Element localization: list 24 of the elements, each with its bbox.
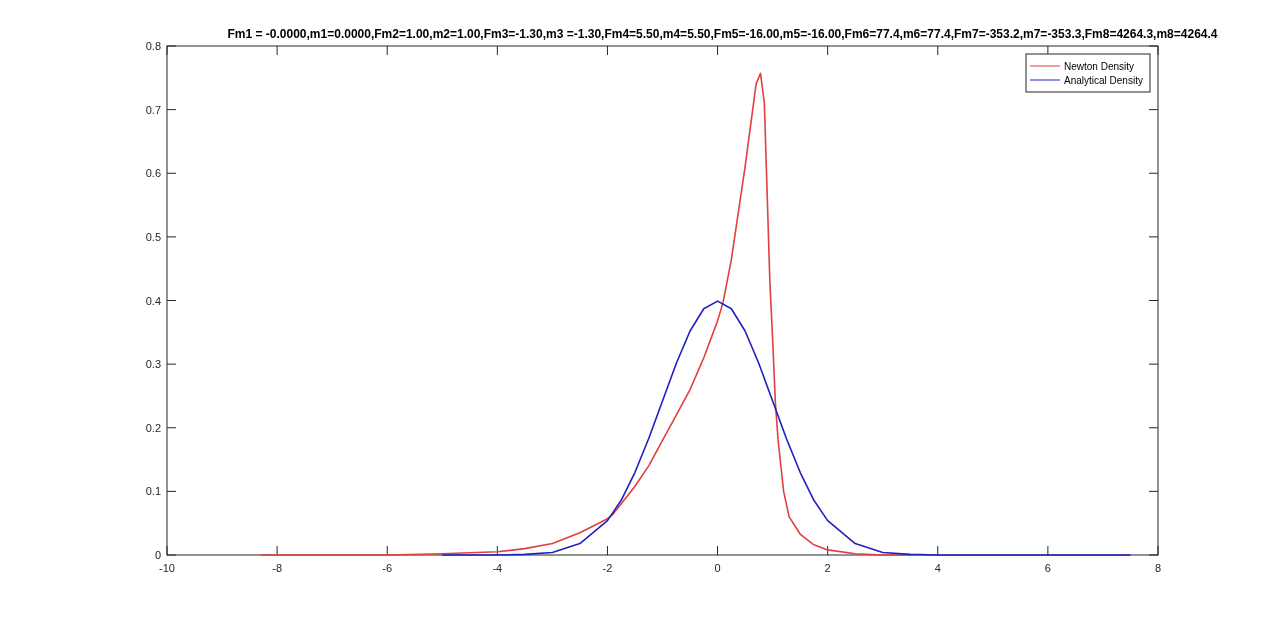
line-series (441, 300, 1132, 556)
legend-label: Newton Density (1064, 61, 1135, 72)
x-tick-label: -6 (382, 562, 393, 574)
x-tick-label: 4 (934, 562, 941, 574)
x-tick-label: -10 (159, 562, 175, 574)
y-tick-label: 0.4 (145, 294, 161, 307)
y-tick-label: 0.2 (145, 421, 161, 434)
y-tick-label: 0.1 (145, 485, 161, 498)
y-tick-label: 0.8 (145, 40, 161, 52)
x-tick-label: 2 (824, 562, 831, 574)
y-tick-label: 0.6 (145, 167, 161, 180)
x-tick-label: -2 (602, 562, 613, 574)
y-tick-label: 0.5 (145, 230, 161, 243)
x-tick-label: -4 (492, 562, 503, 574)
x-tick-label: -8 (272, 562, 282, 574)
y-tick-label: 0.7 (145, 103, 161, 116)
x-tick-label: 0 (714, 562, 721, 574)
legend-label: Analytical Density (1064, 75, 1143, 86)
x-tick-label: 8 (1154, 562, 1162, 574)
chart-title: Fm1 = -0.0000,m1=0.0000,Fm2=1.00,m2=1.00,Fm3=-1.30,m3 =-1.30,Fm4=5.50,m4=5.50,Fm5=-16.00,m5=-16.00,Fm6=77.4,m6=77.4,Fm7=-353.2,m7=-353.3,Fm8=4264.3,m8=4264.4 (227, 27, 1218, 41)
x-tick-label: 6 (1044, 562, 1051, 574)
line-series (259, 72, 912, 556)
y-tick-label: 0 (154, 549, 161, 561)
y-tick-label: 0.3 (145, 358, 161, 371)
